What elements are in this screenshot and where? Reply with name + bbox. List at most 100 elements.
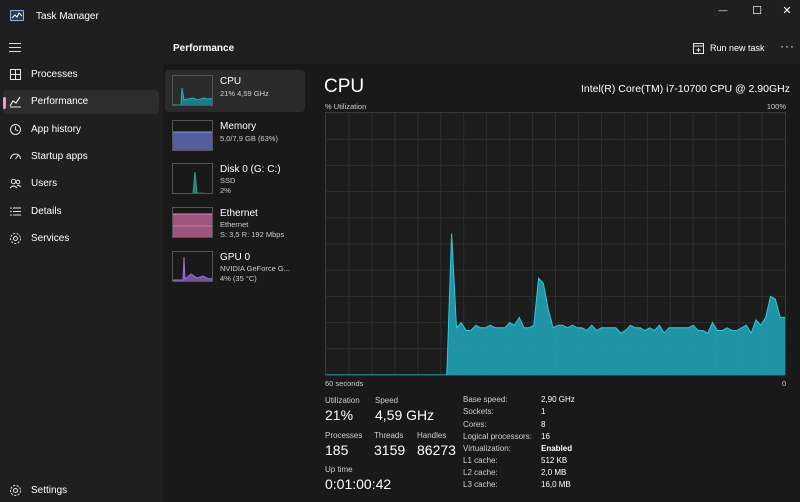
resource-detail: 4% (35 °C) bbox=[220, 274, 257, 283]
performance-content: CPU 21% 4,59 GHz Memory 5,0/7,9 GB (63%)… bbox=[163, 64, 800, 502]
processes-label: Processes bbox=[325, 431, 363, 440]
resource-detail: 21% 4,59 GHz bbox=[220, 89, 269, 98]
sidebar-item-label: Users bbox=[31, 178, 58, 189]
resource-name: Ethernet bbox=[220, 208, 258, 219]
sidebar-item-settings[interactable]: Settings bbox=[3, 479, 159, 502]
resource-name: Disk 0 (G: C:) bbox=[220, 164, 281, 175]
details-icon bbox=[10, 207, 21, 216]
close-icon: ✕ bbox=[782, 4, 792, 17]
startup-icon bbox=[10, 153, 21, 160]
processes-icon bbox=[10, 69, 21, 80]
sidebar-item-label: App history bbox=[31, 124, 82, 135]
detail-value: 2,0 MB bbox=[541, 468, 567, 477]
detail-label: L3 cache: bbox=[463, 480, 498, 489]
detail-label: L1 cache: bbox=[463, 456, 498, 465]
resource-thumbnail bbox=[172, 163, 213, 194]
cpu-title: CPU bbox=[324, 76, 365, 97]
run-new-task-button[interactable]: Run new task bbox=[693, 41, 765, 55]
sidebar: Processes Performance App history Startu… bbox=[0, 32, 163, 502]
threads-value: 3159 bbox=[374, 442, 406, 458]
resource-name: Memory bbox=[220, 121, 257, 132]
speed-value: 4,59 GHz bbox=[375, 407, 435, 423]
resource-thumbnail bbox=[172, 207, 213, 238]
resource-detail: SSD bbox=[220, 176, 236, 185]
processes-value: 185 bbox=[325, 442, 349, 458]
task-manager-logo-icon bbox=[10, 10, 24, 21]
sidebar-item-details[interactable]: Details bbox=[3, 200, 159, 224]
x-axis-left-label: 60 seconds bbox=[325, 379, 364, 388]
y-axis-label: % Utilization bbox=[325, 102, 367, 111]
minimize-icon: — bbox=[718, 5, 728, 15]
resource-detail: 2% bbox=[220, 186, 231, 195]
active-indicator bbox=[3, 97, 6, 109]
run-task-icon bbox=[693, 42, 704, 54]
run-new-task-label: Run new task bbox=[710, 43, 765, 53]
utilization-value: 21% bbox=[325, 407, 354, 423]
sidebar-item-label: Settings bbox=[31, 485, 68, 496]
close-button[interactable]: ✕ bbox=[770, 0, 800, 20]
detail-value: 512 KB bbox=[541, 456, 568, 465]
cpu-graph-canvas bbox=[326, 113, 785, 376]
history-icon bbox=[10, 124, 21, 135]
sidebar-item-label: Services bbox=[31, 233, 70, 244]
resource-name: GPU 0 bbox=[220, 252, 251, 263]
detail-value: 2,90 GHz bbox=[541, 395, 575, 404]
maximize-button[interactable]: ☐ bbox=[740, 0, 774, 20]
resource-detail: S: 3,5 R: 192 Mbps bbox=[220, 230, 285, 239]
services-icon bbox=[10, 233, 21, 244]
page-title: Performance bbox=[173, 43, 235, 54]
speed-label: Speed bbox=[375, 396, 399, 405]
detail-value: 1 bbox=[541, 407, 546, 416]
resource-detail: 5,0/7,9 GB (63%) bbox=[220, 134, 278, 143]
resource-item-ethernet[interactable]: Ethernet Ethernet S: 3,5 R: 192 Mbps bbox=[165, 202, 305, 244]
resource-name: CPU bbox=[220, 76, 242, 87]
hamburger-menu-icon[interactable] bbox=[9, 43, 21, 55]
resource-item-cpu[interactable]: CPU 21% 4,59 GHz bbox=[165, 70, 305, 112]
detail-value: Enabled bbox=[541, 444, 573, 453]
sidebar-item-services[interactable]: Services bbox=[3, 227, 159, 251]
sidebar-item-users[interactable]: Users bbox=[3, 172, 159, 196]
handles-label: Handles bbox=[417, 431, 447, 440]
detail-label: Virtualization: bbox=[463, 444, 511, 453]
detail-label: Sockets: bbox=[463, 407, 494, 416]
sidebar-item-app-history[interactable]: App history bbox=[3, 118, 159, 142]
resource-detail: Ethernet bbox=[220, 220, 249, 229]
y-axis-max-label: 100% bbox=[766, 102, 786, 111]
detail-label: Base speed: bbox=[463, 395, 508, 404]
page-header: Performance Run new task ··· bbox=[163, 32, 800, 64]
detail-label: L2 cache: bbox=[463, 468, 498, 477]
handles-value: 86273 bbox=[417, 442, 456, 458]
detail-label: Cores: bbox=[463, 420, 487, 429]
resource-item-disk[interactable]: Disk 0 (G: C:) SSD 2% bbox=[165, 158, 305, 200]
detail-label: Logical processors: bbox=[463, 432, 532, 441]
gear-icon bbox=[10, 485, 21, 496]
resource-item-gpu[interactable]: GPU 0 NVIDIA GeForce G... 4% (35 °C) bbox=[165, 246, 305, 288]
uptime-value: 0:01:00:42 bbox=[325, 476, 392, 492]
cpu-utilization-area bbox=[326, 233, 785, 375]
performance-icon bbox=[9, 96, 21, 108]
sidebar-item-performance[interactable]: Performance bbox=[3, 90, 159, 114]
sidebar-item-label: Processes bbox=[31, 69, 78, 80]
cpu-model: Intel(R) Core(TM) i7-10700 CPU @ 2.90GHz bbox=[580, 83, 790, 95]
sidebar-item-processes[interactable]: Processes bbox=[3, 63, 159, 87]
resource-detail: NVIDIA GeForce G... bbox=[220, 264, 291, 273]
resource-thumbnail bbox=[172, 75, 213, 106]
detail-value: 8 bbox=[541, 420, 546, 429]
sidebar-item-startup-apps[interactable]: Startup apps bbox=[3, 145, 159, 169]
resource-thumbnail bbox=[172, 251, 213, 282]
title-bar: Task Manager — ☐ ✕ bbox=[0, 0, 800, 32]
resource-thumbnail bbox=[172, 120, 213, 151]
detail-value: 16,0 MB bbox=[541, 480, 571, 489]
x-axis-right-label: 0 bbox=[782, 379, 787, 388]
users-icon bbox=[9, 178, 22, 189]
minimize-button[interactable]: — bbox=[706, 0, 740, 20]
more-options-button[interactable]: ··· bbox=[780, 39, 795, 53]
utilization-label: Utilization bbox=[325, 396, 360, 405]
sidebar-item-label: Details bbox=[31, 206, 62, 217]
detail-value: 16 bbox=[541, 432, 550, 441]
threads-label: Threads bbox=[374, 431, 404, 440]
window-title: Task Manager bbox=[36, 11, 99, 22]
cpu-utilization-graph bbox=[325, 112, 786, 376]
uptime-label: Up time bbox=[325, 465, 353, 474]
resource-item-memory[interactable]: Memory 5,0/7,9 GB (63%) bbox=[165, 115, 305, 157]
